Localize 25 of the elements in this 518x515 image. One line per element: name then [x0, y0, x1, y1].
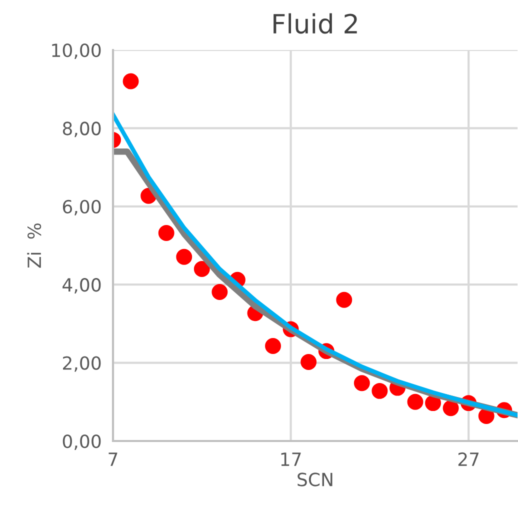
y-tick-label: 0,00: [62, 434, 101, 450]
y-tick-label: 10,00: [52, 43, 101, 59]
x-axis-title: SCN: [298, 472, 332, 486]
point: [442, 400, 459, 416]
point: [194, 260, 210, 277]
y-tick-label: 2,00: [63, 356, 101, 372]
point: [425, 395, 442, 412]
point: [300, 354, 317, 370]
point: [354, 375, 370, 392]
point: [212, 284, 228, 300]
y-tick-label: 6,00: [62, 200, 101, 216]
point: [336, 292, 352, 308]
x-tick-label: 27: [458, 452, 479, 466]
point: [176, 248, 192, 265]
x-tick-label: 7: [108, 452, 118, 466]
point: [122, 73, 139, 90]
y-axis-title: Zi %: [27, 223, 42, 268]
chart-title: Fluid 2: [274, 13, 357, 34]
point: [158, 225, 174, 241]
y-tick-label: 4,00: [62, 278, 101, 294]
y-tick-label: 8,00: [62, 122, 101, 138]
point: [372, 382, 388, 399]
x-tick-label: 17: [281, 452, 301, 466]
point: [407, 394, 424, 410]
point: [265, 338, 281, 354]
